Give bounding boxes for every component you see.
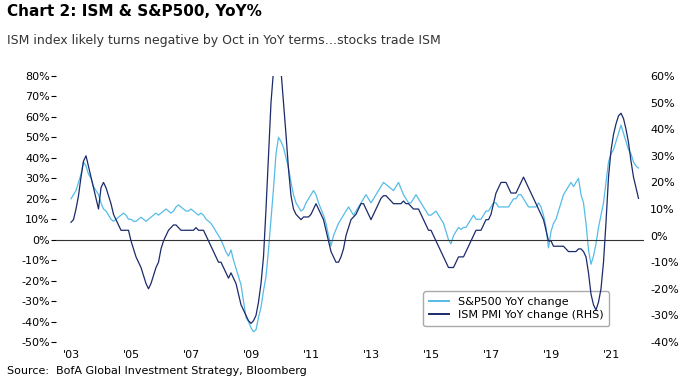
Text: Chart 2: ISM & S&P500, YoY%: Chart 2: ISM & S&P500, YoY% (7, 4, 262, 19)
S&P500 YoY change (212, 229, 220, 234)
ISM PMI YoY change (RHS) (209, 249, 218, 254)
ISM PMI YoY change (RHS) (556, 244, 565, 249)
ISM PMI YoY change (RHS) (247, 321, 256, 326)
S&P500 YoY change (492, 201, 500, 205)
S&P500 YoY change (209, 225, 218, 230)
ISM PMI YoY change (RHS) (274, 47, 283, 52)
S&P500 YoY change (634, 166, 643, 170)
Line: ISM PMI YoY change (RHS): ISM PMI YoY change (RHS) (71, 49, 638, 323)
ISM PMI YoY change (RHS) (212, 255, 220, 259)
ISM PMI YoY change (RHS) (66, 220, 75, 225)
S&P500 YoY change (554, 209, 563, 213)
Text: ISM index likely turns negative by Oct in YoY terms…stocks trade ISM: ISM index likely turns negative by Oct i… (7, 34, 441, 47)
S&P500 YoY change (617, 123, 625, 127)
ISM PMI YoY change (RHS) (634, 196, 643, 201)
S&P500 YoY change (437, 217, 445, 222)
S&P500 YoY change (517, 192, 525, 197)
ISM PMI YoY change (RHS) (440, 255, 448, 259)
Text: Source:  BofA Global Investment Strategy, Bloomberg: Source: BofA Global Investment Strategy,… (7, 366, 307, 376)
Legend: S&P500 YoY change, ISM PMI YoY change (RHS): S&P500 YoY change, ISM PMI YoY change (R… (424, 291, 609, 326)
ISM PMI YoY change (RHS) (519, 175, 528, 179)
ISM PMI YoY change (RHS) (494, 185, 503, 190)
S&P500 YoY change (249, 329, 258, 334)
Line: S&P500 YoY change: S&P500 YoY change (71, 125, 638, 332)
S&P500 YoY change (66, 196, 75, 201)
